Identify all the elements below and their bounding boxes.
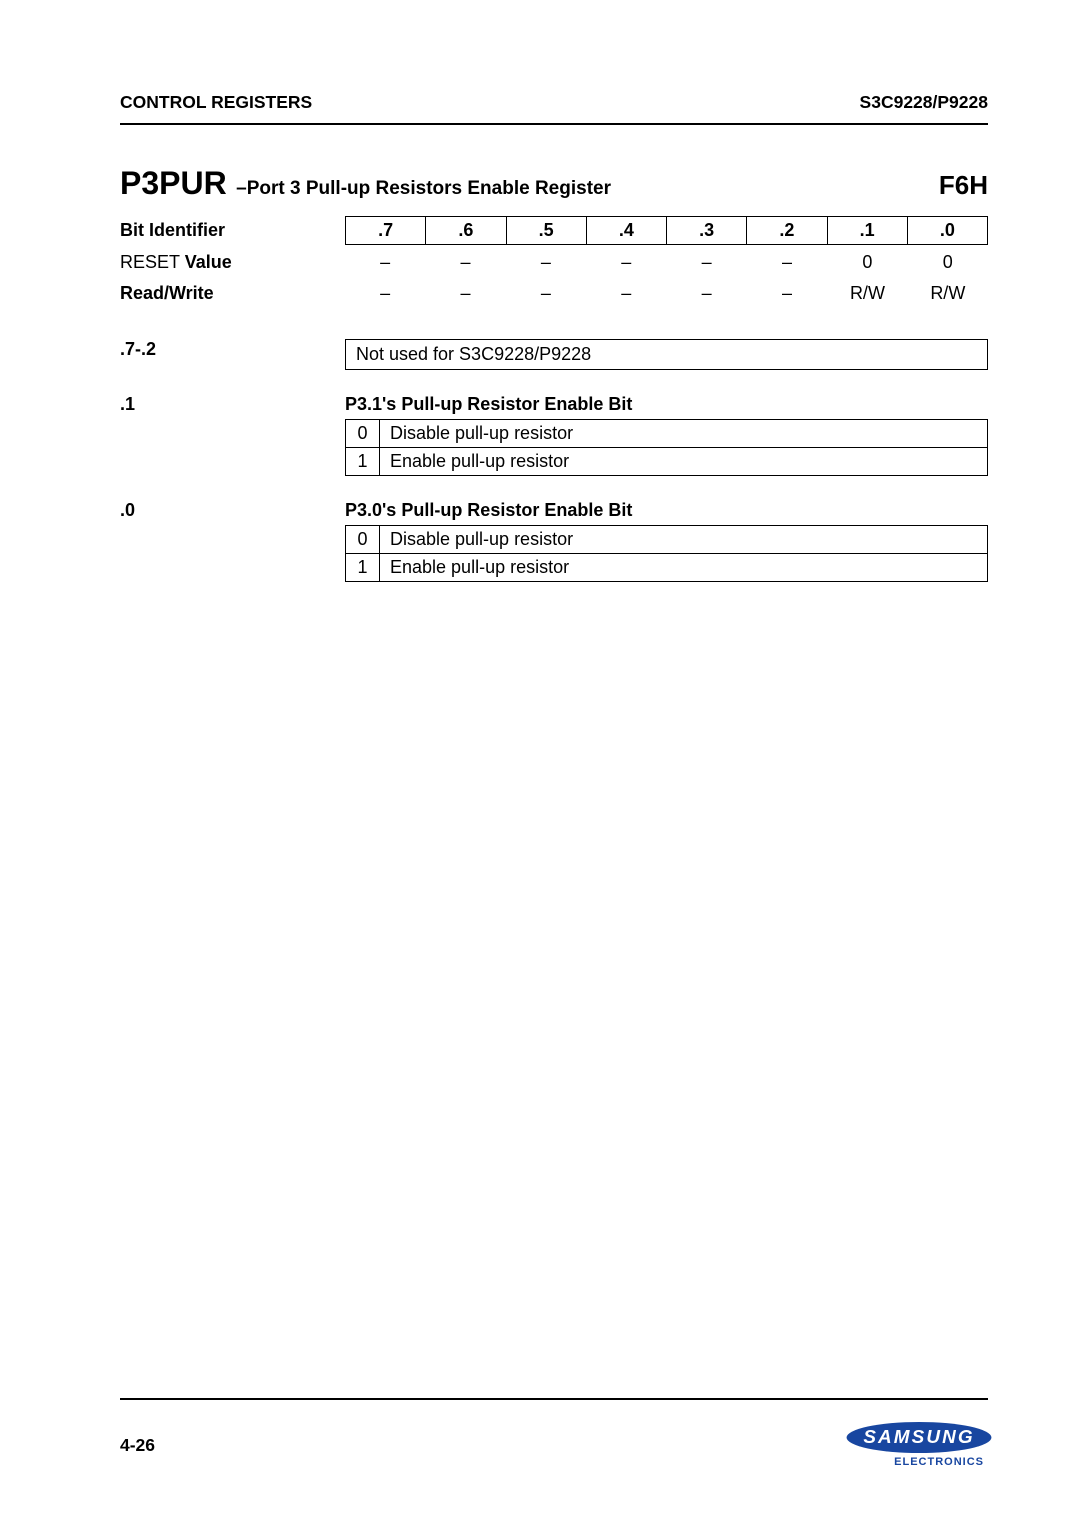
header-left: CONTROL REGISTERS bbox=[120, 92, 312, 113]
gap bbox=[120, 480, 988, 500]
page-header: CONTROL REGISTERS S3C9228/P9228 bbox=[120, 92, 988, 119]
rw-cell: R/W bbox=[827, 280, 907, 307]
bit-cell: .2 bbox=[747, 216, 827, 245]
rw-cell: – bbox=[506, 280, 586, 307]
page-footer: 4-26 SAMSUNG ELECTRONICS bbox=[120, 1398, 988, 1468]
rw-cell: – bbox=[667, 280, 747, 307]
header-rule bbox=[120, 123, 988, 125]
table-row: 1 Enable pull-up resistor bbox=[346, 447, 987, 475]
bit-cell: .3 bbox=[667, 216, 747, 245]
table-row: 0 Disable pull-up resistor bbox=[346, 526, 987, 553]
section-key: .7-.2 bbox=[120, 339, 345, 360]
gap bbox=[120, 374, 988, 394]
table-row: 1 Enable pull-up resistor bbox=[346, 553, 987, 581]
bit-identifier-cells: .7 .6 .5 .4 .3 .2 .1 .0 bbox=[345, 216, 988, 245]
rw-cell: – bbox=[747, 280, 827, 307]
rw-cell: – bbox=[345, 280, 425, 307]
row-val: Disable pull-up resistor bbox=[380, 526, 987, 553]
bit-cell: .6 bbox=[426, 216, 506, 245]
row-val: Enable pull-up resistor bbox=[380, 554, 987, 581]
row-val: Disable pull-up resistor bbox=[380, 420, 987, 447]
samsung-logo: SAMSUNG ELECTRONICS bbox=[850, 1422, 988, 1468]
reset-cell: – bbox=[506, 249, 586, 276]
register-title-left: P3PUR –Port 3 Pull-up Resistors Enable R… bbox=[120, 165, 611, 202]
row-key: 1 bbox=[346, 448, 380, 475]
section-body: P3.0's Pull-up Resistor Enable Bit 0 Dis… bbox=[345, 500, 988, 582]
bit-identifier-label: Bit Identifier bbox=[120, 220, 345, 241]
section-key: .1 bbox=[120, 394, 345, 415]
reset-cell: – bbox=[425, 249, 505, 276]
section-body: P3.1's Pull-up Resistor Enable Bit 0 Dis… bbox=[345, 394, 988, 476]
bit-cell: .4 bbox=[587, 216, 667, 245]
reset-cell: – bbox=[667, 249, 747, 276]
rw-cell: – bbox=[586, 280, 666, 307]
bit-cell: .5 bbox=[507, 216, 587, 245]
section-table: 0 Disable pull-up resistor 1 Enable pull… bbox=[345, 525, 988, 582]
gap bbox=[120, 311, 988, 339]
rw-label: Read/Write bbox=[120, 283, 345, 304]
section-0: .0 P3.0's Pull-up Resistor Enable Bit 0 … bbox=[120, 500, 988, 582]
rw-cells: – – – – – – R/W R/W bbox=[345, 280, 988, 307]
bit-cell: .0 bbox=[908, 216, 988, 245]
reset-value-row: RESET Value – – – – – – 0 0 bbox=[120, 249, 988, 276]
section-heading: P3.1's Pull-up Resistor Enable Bit bbox=[345, 394, 988, 415]
reset-cell: – bbox=[586, 249, 666, 276]
section-7-2: .7-.2 Not used for S3C9228/P9228 bbox=[120, 339, 988, 370]
register-name: P3PUR bbox=[120, 165, 227, 201]
bit-cell: .7 bbox=[345, 216, 426, 245]
section-table: 0 Disable pull-up resistor 1 Enable pull… bbox=[345, 419, 988, 476]
reset-value-label: RESET Value bbox=[120, 252, 345, 273]
table-row: 0 Disable pull-up resistor bbox=[346, 420, 987, 447]
reset-cell: – bbox=[345, 249, 425, 276]
samsung-logo-text: SAMSUNG bbox=[847, 1422, 992, 1453]
rw-cell: R/W bbox=[908, 280, 988, 307]
page-number: 4-26 bbox=[120, 1435, 155, 1456]
row-key: 0 bbox=[346, 420, 380, 447]
reset-cell: 0 bbox=[908, 249, 988, 276]
samsung-logo-sub: ELECTRONICS bbox=[850, 1456, 988, 1468]
reset-value-cells: – – – – – – 0 0 bbox=[345, 249, 988, 276]
section-body: Not used for S3C9228/P9228 bbox=[345, 339, 988, 370]
row-val: Enable pull-up resistor bbox=[380, 448, 987, 475]
row-key: 0 bbox=[346, 526, 380, 553]
section-heading: P3.0's Pull-up Resistor Enable Bit bbox=[345, 500, 988, 521]
row-key: 1 bbox=[346, 554, 380, 581]
rw-row: Read/Write – – – – – – R/W R/W bbox=[120, 280, 988, 307]
reset-cell: – bbox=[747, 249, 827, 276]
register-address: F6H bbox=[939, 170, 988, 201]
footer-row: 4-26 SAMSUNG ELECTRONICS bbox=[120, 1422, 988, 1468]
section-1: .1 P3.1's Pull-up Resistor Enable Bit 0 … bbox=[120, 394, 988, 476]
section-key: .0 bbox=[120, 500, 345, 521]
register-title-row: P3PUR –Port 3 Pull-up Resistors Enable R… bbox=[120, 165, 988, 202]
rw-cell: – bbox=[425, 280, 505, 307]
footer-rule bbox=[120, 1398, 988, 1400]
bit-cell: .1 bbox=[828, 216, 908, 245]
reset-cell: 0 bbox=[827, 249, 907, 276]
header-right: S3C9228/P9228 bbox=[860, 92, 988, 113]
section-boxed-text: Not used for S3C9228/P9228 bbox=[345, 339, 988, 370]
page: CONTROL REGISTERS S3C9228/P9228 P3PUR –P… bbox=[0, 0, 1080, 1528]
register-desc: –Port 3 Pull-up Resistors Enable Registe… bbox=[231, 178, 611, 199]
bit-identifier-row: Bit Identifier .7 .6 .5 .4 .3 .2 .1 .0 bbox=[120, 216, 988, 245]
